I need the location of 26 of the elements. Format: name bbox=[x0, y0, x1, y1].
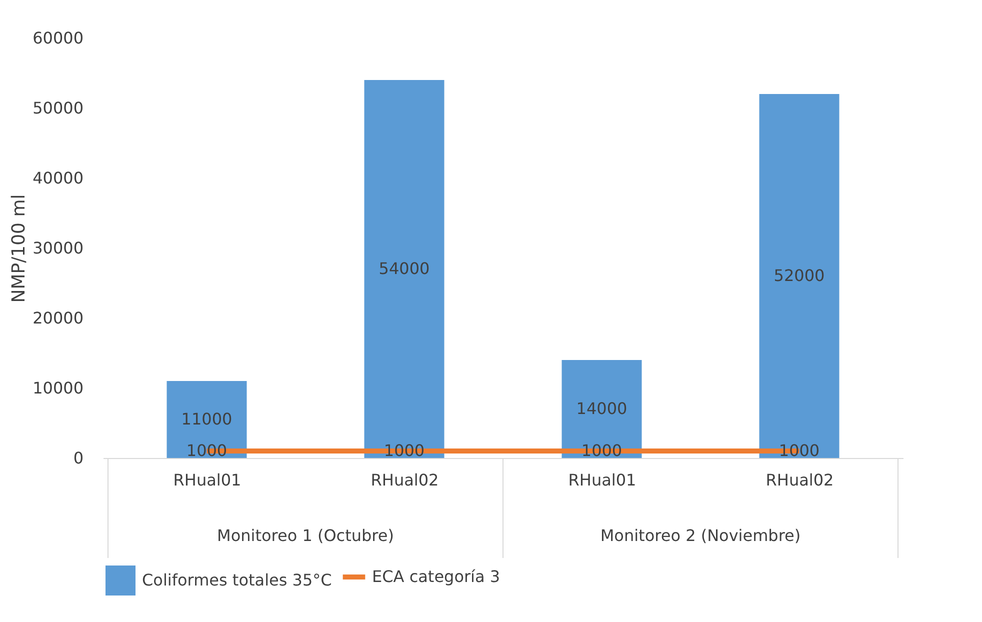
y-axis-title: NMP/100 ml bbox=[8, 194, 30, 303]
data-label: 52000 bbox=[774, 266, 825, 285]
x-tick-label: RHual01 bbox=[568, 470, 636, 490]
legend-label: ECA categoría 3 bbox=[372, 567, 500, 586]
x-tick-label: RHual01 bbox=[173, 470, 242, 490]
y-tick-label: 10000 bbox=[32, 378, 84, 398]
y-tick-label: 40000 bbox=[32, 168, 84, 188]
bar bbox=[759, 94, 840, 458]
legend-label: Coliformes totales 35°C bbox=[142, 570, 332, 590]
data-label: 1000 bbox=[186, 441, 228, 460]
x-tick-label: RHual02 bbox=[766, 470, 834, 490]
data-label: 54000 bbox=[378, 259, 430, 278]
y-tick-label: 50000 bbox=[32, 98, 84, 118]
y-tick-label: 30000 bbox=[32, 238, 84, 258]
bar bbox=[562, 360, 642, 458]
y-tick-label: 60000 bbox=[32, 28, 84, 48]
y-tick-label: 0 bbox=[73, 448, 84, 468]
x-tick-label: RHual02 bbox=[370, 470, 439, 490]
bar bbox=[166, 381, 247, 458]
data-label: 1000 bbox=[778, 441, 820, 460]
text: Monitoreo 1 (Octubre) bbox=[217, 526, 394, 545]
y-tick-label: 20000 bbox=[32, 308, 84, 328]
data-label: 11000 bbox=[181, 410, 232, 428]
text: Monitoreo 2 (Noviembre) bbox=[600, 526, 801, 545]
data-label: 14000 bbox=[576, 399, 628, 418]
bar bbox=[364, 80, 444, 458]
